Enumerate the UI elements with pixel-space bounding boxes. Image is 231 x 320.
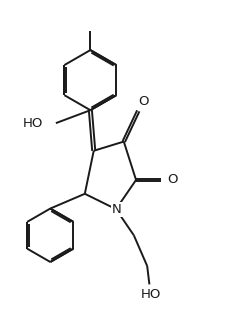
Text: O: O xyxy=(138,95,149,108)
Text: HO: HO xyxy=(23,116,43,130)
Text: N: N xyxy=(112,203,122,216)
Text: O: O xyxy=(167,173,177,187)
Text: HO: HO xyxy=(140,288,160,301)
